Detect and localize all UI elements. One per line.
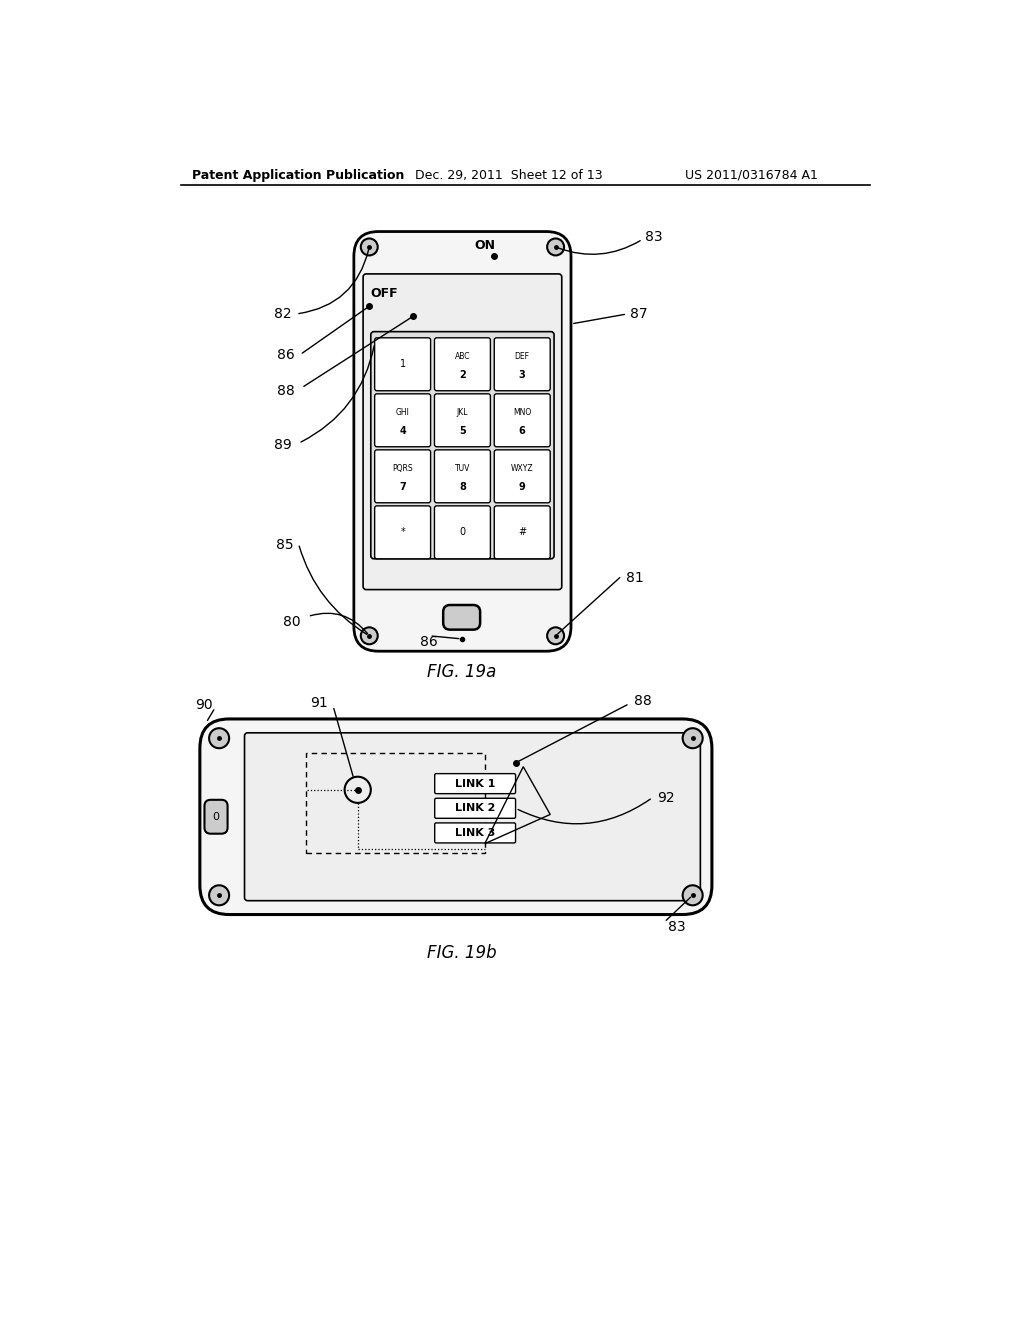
FancyBboxPatch shape (200, 719, 712, 915)
Text: 1: 1 (399, 359, 406, 370)
Circle shape (209, 729, 229, 748)
FancyBboxPatch shape (434, 393, 490, 446)
Text: WXYZ: WXYZ (511, 463, 534, 473)
FancyBboxPatch shape (375, 338, 431, 391)
Text: 7: 7 (399, 482, 406, 492)
Circle shape (547, 239, 564, 256)
Text: PQRS: PQRS (392, 463, 413, 473)
Text: 83: 83 (645, 230, 663, 244)
Text: 9: 9 (519, 482, 525, 492)
Text: 4: 4 (399, 426, 406, 436)
Text: DEF: DEF (515, 352, 529, 360)
FancyBboxPatch shape (375, 506, 431, 558)
FancyBboxPatch shape (443, 605, 480, 630)
Text: 91: 91 (310, 696, 328, 710)
Circle shape (683, 729, 702, 748)
Text: GHI: GHI (395, 408, 410, 417)
FancyBboxPatch shape (375, 450, 431, 503)
FancyBboxPatch shape (435, 799, 515, 818)
Text: ON: ON (474, 239, 496, 252)
Text: 8: 8 (459, 482, 466, 492)
Text: Patent Application Publication: Patent Application Publication (193, 169, 404, 182)
Text: 3: 3 (519, 370, 525, 380)
FancyBboxPatch shape (434, 506, 490, 558)
Text: 90: 90 (195, 698, 213, 711)
FancyBboxPatch shape (434, 338, 490, 391)
Text: 82: 82 (274, 308, 292, 321)
Text: FIG. 19a: FIG. 19a (427, 663, 497, 681)
Text: JKL: JKL (457, 408, 468, 417)
FancyBboxPatch shape (435, 774, 515, 793)
Text: TUV: TUV (455, 463, 470, 473)
Text: #: # (518, 527, 526, 537)
Text: 0: 0 (213, 812, 219, 822)
FancyBboxPatch shape (495, 393, 550, 446)
FancyBboxPatch shape (371, 331, 554, 558)
Text: 6: 6 (519, 426, 525, 436)
Text: Dec. 29, 2011  Sheet 12 of 13: Dec. 29, 2011 Sheet 12 of 13 (416, 169, 603, 182)
Text: 86: 86 (421, 635, 438, 649)
FancyBboxPatch shape (434, 450, 490, 503)
Circle shape (360, 627, 378, 644)
Text: US 2011/0316784 A1: US 2011/0316784 A1 (685, 169, 818, 182)
Text: 92: 92 (657, 791, 675, 804)
Text: 2: 2 (459, 370, 466, 380)
FancyBboxPatch shape (435, 822, 515, 843)
Text: LINK 1: LINK 1 (455, 779, 496, 788)
Text: 85: 85 (275, 539, 293, 552)
Text: LINK 2: LINK 2 (455, 804, 496, 813)
Text: MNO: MNO (513, 408, 531, 417)
Text: LINK 3: LINK 3 (455, 828, 496, 838)
Bar (306, 752, 484, 853)
FancyBboxPatch shape (375, 393, 431, 446)
FancyBboxPatch shape (205, 800, 227, 834)
Text: ABC: ABC (455, 352, 470, 360)
Text: 89: 89 (274, 438, 292, 451)
Text: 5: 5 (459, 426, 466, 436)
Circle shape (345, 776, 371, 803)
FancyBboxPatch shape (495, 506, 550, 558)
Text: 87: 87 (630, 308, 647, 321)
Text: 88: 88 (278, 384, 295, 397)
FancyBboxPatch shape (364, 275, 562, 590)
Circle shape (547, 627, 564, 644)
FancyBboxPatch shape (495, 338, 550, 391)
Text: 81: 81 (626, 572, 644, 585)
FancyBboxPatch shape (245, 733, 700, 900)
Text: 0: 0 (460, 527, 466, 537)
Text: 83: 83 (669, 920, 686, 933)
Circle shape (360, 239, 378, 256)
FancyBboxPatch shape (354, 231, 571, 651)
Text: 88: 88 (634, 694, 651, 709)
Text: OFF: OFF (371, 286, 398, 300)
FancyBboxPatch shape (495, 450, 550, 503)
Text: 86: 86 (278, 347, 295, 362)
Text: *: * (400, 527, 406, 537)
Text: FIG. 19b: FIG. 19b (427, 944, 497, 962)
Text: 80: 80 (284, 615, 301, 628)
Circle shape (683, 886, 702, 906)
Circle shape (209, 886, 229, 906)
